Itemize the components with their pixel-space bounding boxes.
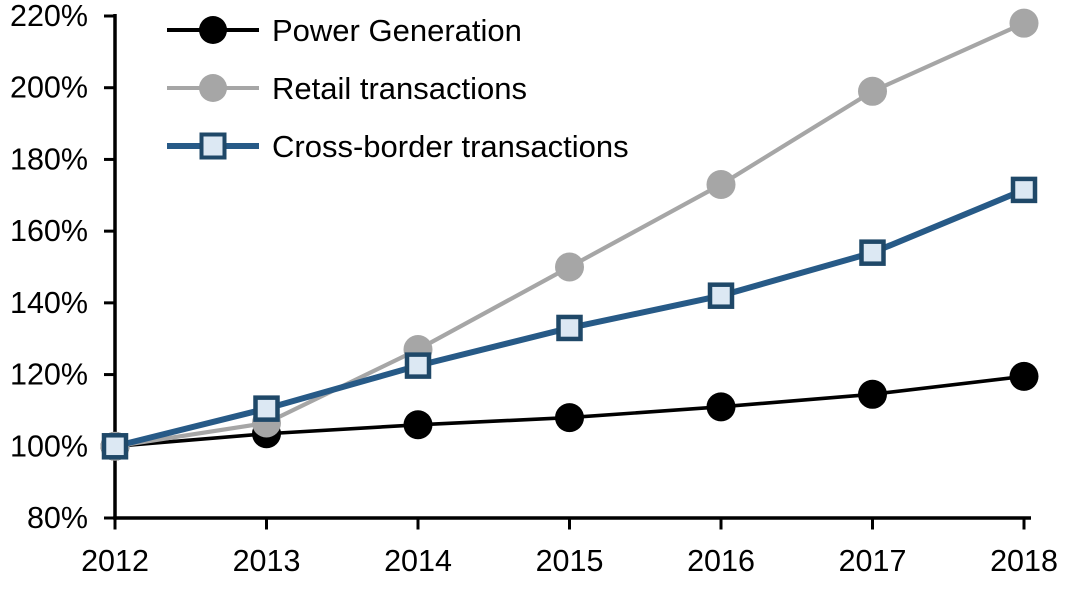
power-generation-marker — [555, 403, 584, 433]
x-tick-label: 2018 — [990, 544, 1058, 578]
x-tick-label: 2012 — [81, 544, 149, 578]
y-tick-label: 200% — [10, 71, 88, 105]
cross-border-transactions-marker — [556, 314, 583, 342]
legend-item-cross-border-transactions: Cross-border transactions — [167, 117, 629, 175]
legend-label-retail-transactions: Retail transactions — [272, 70, 528, 106]
retail-transactions-marker — [555, 252, 584, 282]
legend-label-cross-border-transactions: Cross-border transactions — [272, 128, 629, 164]
legend-label-power-generation: Power Generation — [272, 12, 522, 48]
x-tick-label: 2013 — [233, 544, 301, 578]
cross-border-transactions-line-sample — [167, 132, 259, 160]
x-tick-label: 2017 — [839, 544, 907, 578]
legend: Power Generation Retail transactions Cro… — [167, 1, 629, 175]
y-tick-label: 120% — [10, 358, 88, 392]
retail-transactions-marker — [858, 76, 887, 106]
y-tick-label: 80% — [27, 501, 88, 535]
power-generation-marker — [858, 379, 887, 409]
x-tick-label: 2014 — [384, 544, 452, 578]
cross-border-transactions-marker — [404, 352, 432, 379]
x-tick-label: 2016 — [687, 544, 755, 578]
y-tick-label: 220% — [10, 0, 88, 33]
cross-border-transactions-marker — [1010, 176, 1038, 204]
square-marker-icon — [199, 132, 227, 160]
power-generation-line-sample — [167, 16, 259, 44]
cross-border-transactions-marker — [101, 433, 129, 460]
power-generation-marker — [706, 392, 736, 422]
x-tick-label: 2015 — [536, 544, 604, 578]
power-generation-marker — [403, 410, 433, 440]
circle-marker-icon — [199, 16, 227, 44]
y-tick-label: 100% — [10, 429, 88, 463]
y-tick-label: 160% — [10, 214, 88, 248]
y-tick-label: 140% — [10, 286, 88, 320]
retail-transactions-line-sample — [167, 74, 259, 102]
retail-transactions-marker — [706, 170, 736, 200]
cross-border-transactions-marker — [707, 282, 735, 309]
cross-border-transactions-marker — [253, 395, 280, 422]
circle-marker-icon — [199, 74, 227, 102]
cross-border-transactions-marker — [859, 239, 886, 266]
power-generation-marker — [1009, 361, 1039, 391]
legend-item-power-generation: Power Generation — [167, 1, 629, 59]
legend-item-retail-transactions: Retail transactions — [167, 59, 629, 117]
retail-transactions-marker — [1009, 8, 1039, 38]
y-tick-label: 180% — [10, 142, 88, 176]
